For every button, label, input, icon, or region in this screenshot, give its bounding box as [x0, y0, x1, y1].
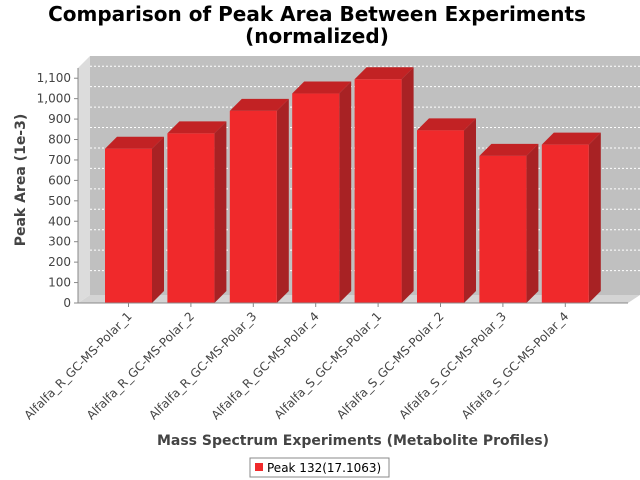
x-tick-label: Alfalfa_R_GC-MS-Polar_4	[209, 309, 322, 422]
bar-top	[292, 81, 352, 94]
y-tick-label: 1,000	[37, 92, 71, 106]
bar-top	[167, 121, 227, 134]
bar	[354, 79, 402, 303]
bar	[292, 93, 340, 303]
chart-title-line2: (normalized)	[245, 24, 389, 48]
y-tick-label: 400	[48, 214, 71, 228]
legend-label: Peak 132(17.1063)	[267, 461, 381, 475]
y-tick-label: 500	[48, 194, 71, 208]
bar	[167, 133, 215, 303]
x-tick-label: Alfalfa_R_GC-MS-Polar_1	[21, 309, 134, 422]
bar-side	[339, 81, 352, 303]
x-tick-label: Alfalfa_R_GC-MS-Polar_3	[146, 309, 259, 422]
bar-top	[541, 132, 601, 145]
x-axis-label: Mass Spectrum Experiments (Metabolite Pr…	[157, 433, 549, 449]
bar-side	[588, 132, 601, 303]
bar-side	[276, 98, 289, 303]
bar-side	[401, 67, 414, 303]
legend: Peak 132(17.1063)	[249, 457, 390, 478]
y-tick-label: 0	[63, 296, 71, 310]
y-tick-label: 800	[48, 133, 71, 147]
y-tick-label: 300	[48, 235, 71, 249]
chart-title-line1: Comparison of Peak Area Between Experime…	[48, 2, 586, 26]
bars	[105, 67, 601, 304]
y-ticks: 0 100 200 300 400 500 600 700 800 900 1,000 1,100	[37, 71, 78, 310]
bar-side	[214, 121, 227, 304]
bar	[541, 144, 589, 303]
x-tick-label: Alfalfa_S_GC-MS-Polar_1	[272, 309, 385, 422]
bar-side	[526, 143, 539, 303]
bar-top	[105, 136, 164, 149]
bar	[105, 148, 152, 303]
bar-top	[417, 118, 476, 131]
bar	[417, 130, 464, 303]
bar-top	[479, 143, 539, 156]
bar	[479, 155, 527, 303]
y-tick-label: 700	[48, 153, 71, 167]
y-tick-label: 100	[48, 276, 71, 290]
bar-side	[152, 136, 164, 303]
plot-left-wall	[78, 56, 90, 303]
x-tick-label: Alfalfa_S_GC-MS-Polar_3	[396, 309, 509, 422]
y-axis-label: Peak Area (1e-3)	[13, 114, 29, 247]
x-tick-label: Alfalfa_R_GC-MS-Polar_2	[84, 309, 197, 422]
bar-top	[229, 98, 289, 111]
x-tick-label: Alfalfa_S_GC-MS-Polar_2	[334, 309, 447, 422]
y-tick-label: 200	[48, 255, 71, 269]
bar-top	[354, 67, 414, 80]
x-tick-label: Alfalfa_S_GC-MS-Polar_4	[459, 309, 572, 422]
y-tick-label: 600	[48, 173, 71, 187]
bar	[229, 110, 277, 303]
y-tick-label: 1,100	[37, 71, 71, 85]
y-tick-label: 900	[48, 112, 71, 126]
legend-swatch	[255, 463, 263, 471]
bar-side	[464, 118, 476, 304]
x-ticks: Alfalfa_R_GC-MS-Polar_1Alfalfa_R_GC-MS-P…	[21, 303, 571, 422]
legend-box	[249, 457, 390, 478]
